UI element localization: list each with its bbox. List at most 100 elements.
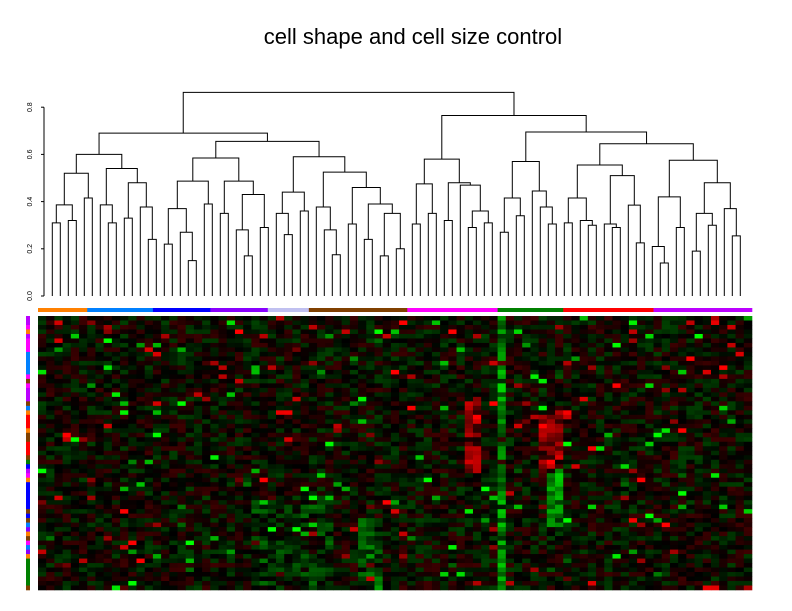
heatmap-cell	[136, 468, 145, 474]
heatmap-cell	[144, 513, 154, 519]
heatmap-cell	[415, 347, 425, 353]
heatmap-cell	[62, 387, 72, 393]
heatmap-cell	[193, 482, 203, 487]
heatmap-cell	[243, 446, 252, 452]
heatmap-cell	[448, 356, 457, 362]
heatmap-cell	[276, 432, 285, 438]
heatmap-cell	[415, 392, 425, 398]
heatmap-cell	[300, 554, 310, 559]
heatmap-cell	[111, 540, 121, 546]
heatmap-cell	[218, 338, 228, 344]
heatmap-cell	[637, 477, 646, 483]
heatmap-cell	[276, 419, 285, 425]
heatmap-cell	[251, 554, 260, 559]
heatmap-cell	[686, 500, 695, 505]
heatmap-cell	[645, 473, 654, 479]
heatmap-cell	[735, 356, 745, 362]
heatmap-cell	[243, 491, 252, 496]
heatmap-cell	[530, 374, 539, 380]
heatmap-cell	[571, 365, 580, 371]
heatmap-cell	[735, 455, 745, 461]
heatmap-cell	[276, 365, 285, 371]
heatmap-cell	[152, 513, 162, 519]
heatmap-cell	[70, 316, 80, 321]
heatmap-cell	[727, 549, 736, 555]
heatmap-cell	[555, 356, 564, 362]
heatmap-cell	[226, 473, 236, 479]
heatmap-cell	[440, 464, 449, 470]
heatmap-cell	[514, 432, 523, 438]
row-group-color	[26, 383, 30, 389]
heatmap-cell	[620, 414, 630, 420]
heatmap-cell	[46, 549, 55, 555]
heatmap-cell	[719, 455, 728, 461]
heatmap-cell	[374, 432, 383, 438]
heatmap-cell	[596, 333, 605, 339]
heatmap-cell	[341, 387, 351, 393]
heatmap-cell	[284, 455, 293, 461]
heatmap-cell	[382, 396, 392, 402]
heatmap-cell	[333, 482, 342, 487]
heatmap-cell	[38, 473, 47, 479]
heatmap-cell	[735, 437, 745, 443]
heatmap-cell	[694, 513, 704, 519]
heatmap-cell	[276, 536, 285, 541]
heatmap-cell	[719, 531, 728, 537]
heatmap-cell	[161, 316, 170, 321]
heatmap-cell	[251, 378, 260, 384]
heatmap-cell	[702, 455, 712, 461]
heatmap-cell	[612, 527, 621, 532]
heatmap-cell	[456, 473, 466, 479]
heatmap-cell	[87, 369, 96, 375]
heatmap-cell	[710, 468, 720, 474]
heatmap-cell	[628, 338, 638, 344]
heatmap-cell	[694, 342, 704, 348]
heatmap-cell	[243, 455, 252, 461]
heatmap-cell	[522, 365, 531, 371]
heatmap-cell	[333, 320, 342, 326]
heatmap-cell	[596, 414, 605, 420]
heatmap-cell	[251, 531, 260, 537]
heatmap-cell	[653, 333, 663, 339]
heatmap-cell	[317, 518, 326, 523]
heatmap-cell	[234, 536, 244, 541]
heatmap-cell	[456, 419, 466, 425]
heatmap-cell	[374, 540, 383, 546]
heatmap-cell	[505, 549, 515, 555]
heatmap-cell	[308, 527, 318, 532]
heatmap-cell	[440, 527, 449, 532]
heatmap-cell	[325, 401, 334, 407]
heatmap-cell	[103, 316, 113, 321]
heatmap-cell	[374, 333, 383, 339]
heatmap-cell	[62, 441, 72, 447]
heatmap-cell	[710, 513, 720, 519]
heatmap-cell	[70, 324, 80, 330]
heatmap-cell	[563, 351, 572, 357]
dendrogram-branch	[611, 227, 621, 296]
heatmap-cell	[489, 446, 498, 452]
heatmap-cell	[210, 351, 219, 357]
heatmap-cell	[341, 320, 351, 326]
heatmap-cell	[366, 486, 375, 492]
heatmap-cell	[120, 360, 129, 366]
heatmap-cell	[612, 477, 621, 483]
heatmap-cell	[54, 491, 63, 496]
heatmap-cell	[505, 531, 515, 537]
heatmap-cell	[267, 324, 277, 330]
heatmap-cell	[399, 378, 408, 384]
heatmap-cell	[571, 549, 580, 555]
heatmap-cell	[62, 464, 72, 470]
heatmap-cell	[103, 369, 113, 375]
heatmap-cell	[292, 477, 301, 483]
heatmap-cell	[169, 563, 178, 568]
heatmap-cell	[62, 531, 72, 537]
heatmap-cell	[341, 432, 351, 438]
dendrogram-branch	[423, 158, 460, 184]
heatmap-cell	[612, 545, 621, 550]
heatmap-cell	[210, 486, 219, 492]
heatmap-cell	[251, 351, 260, 357]
heatmap-cell	[448, 423, 457, 429]
heatmap-cell	[694, 338, 704, 344]
heatmap-cell	[637, 558, 646, 564]
heatmap-cell	[719, 522, 728, 528]
